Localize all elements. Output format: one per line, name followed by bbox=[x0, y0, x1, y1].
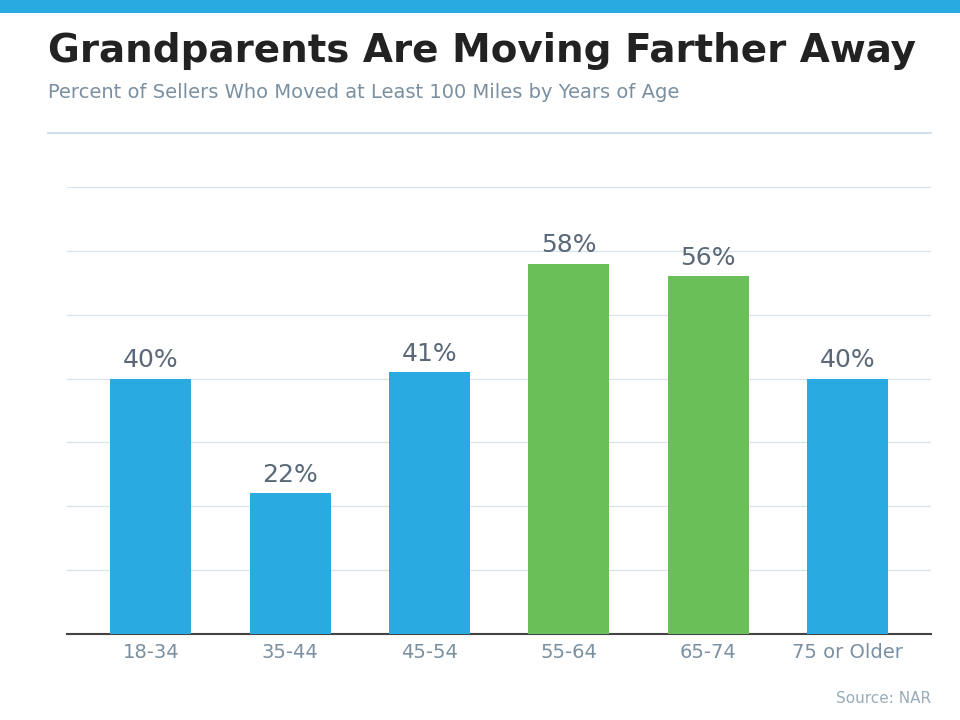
Text: Grandparents Are Moving Farther Away: Grandparents Are Moving Farther Away bbox=[48, 32, 916, 71]
Bar bbox=[250, 493, 330, 634]
Text: 56%: 56% bbox=[681, 246, 736, 270]
Text: 40%: 40% bbox=[820, 348, 876, 372]
Text: Source: NAR: Source: NAR bbox=[836, 690, 931, 706]
Bar bbox=[528, 264, 610, 634]
Text: 40%: 40% bbox=[123, 348, 179, 372]
Bar bbox=[110, 379, 191, 634]
Bar bbox=[389, 372, 470, 634]
Text: 41%: 41% bbox=[401, 342, 457, 366]
Bar bbox=[807, 379, 888, 634]
Text: 22%: 22% bbox=[262, 463, 318, 487]
Text: 58%: 58% bbox=[541, 233, 596, 257]
Text: Percent of Sellers Who Moved at Least 100 Miles by Years of Age: Percent of Sellers Who Moved at Least 10… bbox=[48, 83, 680, 102]
Bar bbox=[668, 276, 749, 634]
